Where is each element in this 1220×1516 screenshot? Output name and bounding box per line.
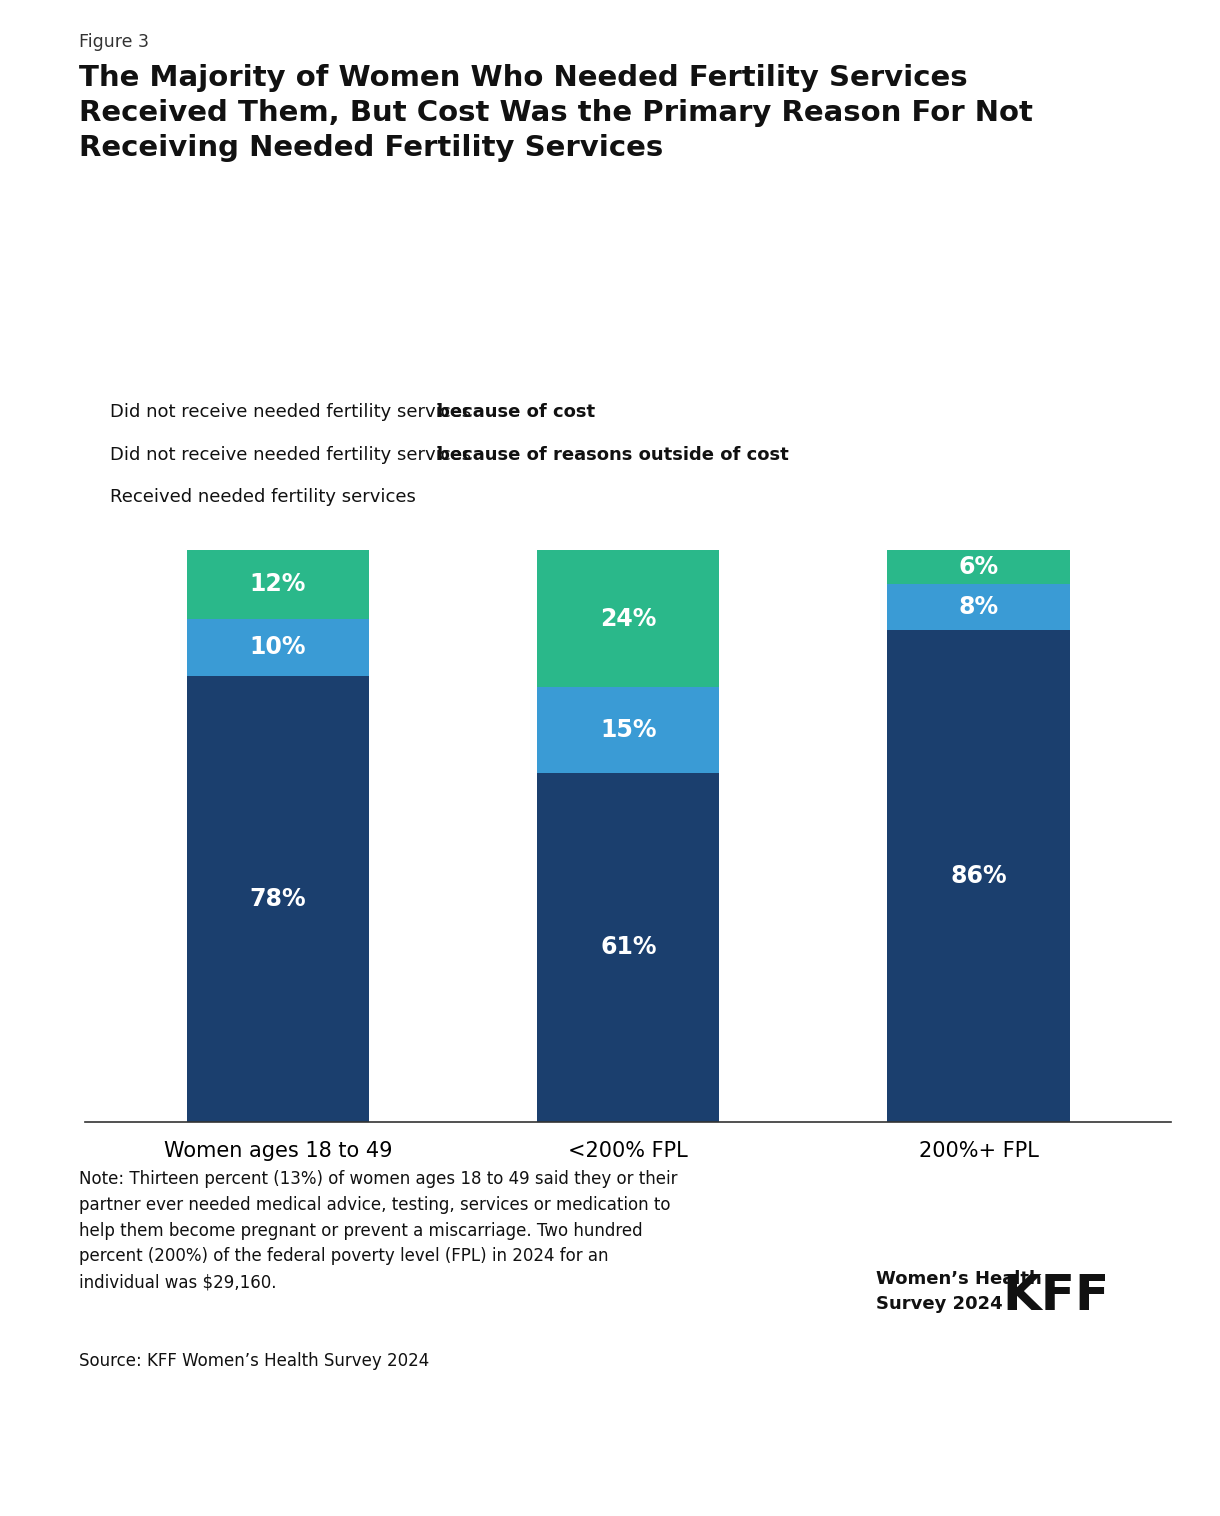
Text: Source: KFF Women’s Health Survey 2024: Source: KFF Women’s Health Survey 2024 bbox=[79, 1352, 429, 1370]
Text: Did not receive needed fertility services: Did not receive needed fertility service… bbox=[110, 446, 477, 464]
Text: because of reasons outside of cost: because of reasons outside of cost bbox=[438, 446, 789, 464]
Text: 12%: 12% bbox=[250, 573, 306, 596]
Text: Among All: Among All bbox=[983, 306, 1086, 324]
Bar bbox=[187, 550, 370, 619]
Text: Received needed fertility services: Received needed fertility services bbox=[110, 488, 416, 506]
Text: 15%: 15% bbox=[600, 719, 656, 743]
Text: 61%: 61% bbox=[600, 935, 656, 960]
Bar bbox=[887, 550, 1070, 584]
Text: 6%: 6% bbox=[959, 555, 999, 579]
Text: Figure 3: Figure 3 bbox=[79, 33, 149, 52]
Text: 10%: 10% bbox=[250, 635, 306, 659]
Text: Did not receive needed fertility services: Did not receive needed fertility service… bbox=[110, 403, 477, 421]
Bar bbox=[187, 619, 370, 676]
Text: 86%: 86% bbox=[950, 864, 1006, 888]
Text: Among Women 18-49 Who Ever Needed Fertility Assistance: Among Women 18-49 Who Ever Needed Fertil… bbox=[93, 306, 695, 324]
Bar bbox=[187, 676, 370, 1122]
Text: Women’s Health
Survey 2024: Women’s Health Survey 2024 bbox=[876, 1270, 1042, 1313]
Bar bbox=[537, 773, 720, 1122]
Bar bbox=[887, 631, 1070, 1122]
Text: 78%: 78% bbox=[250, 887, 306, 911]
Text: Note: Thirteen percent (13%) of women ages 18 to 49 said they or their
partner e: Note: Thirteen percent (13%) of women ag… bbox=[79, 1170, 678, 1292]
Text: 8%: 8% bbox=[959, 596, 999, 619]
Bar bbox=[887, 584, 1070, 631]
Text: KFF: KFF bbox=[1003, 1272, 1110, 1320]
Bar bbox=[537, 687, 720, 773]
Text: Women 18-49: Women 18-49 bbox=[92, 359, 231, 377]
Text: The Majority of Women Who Needed Fertility Services
Received Them, But Cost Was : The Majority of Women Who Needed Fertili… bbox=[79, 64, 1033, 162]
Bar bbox=[537, 550, 720, 687]
Text: 24%: 24% bbox=[600, 606, 656, 631]
Text: because of cost: because of cost bbox=[438, 403, 595, 421]
